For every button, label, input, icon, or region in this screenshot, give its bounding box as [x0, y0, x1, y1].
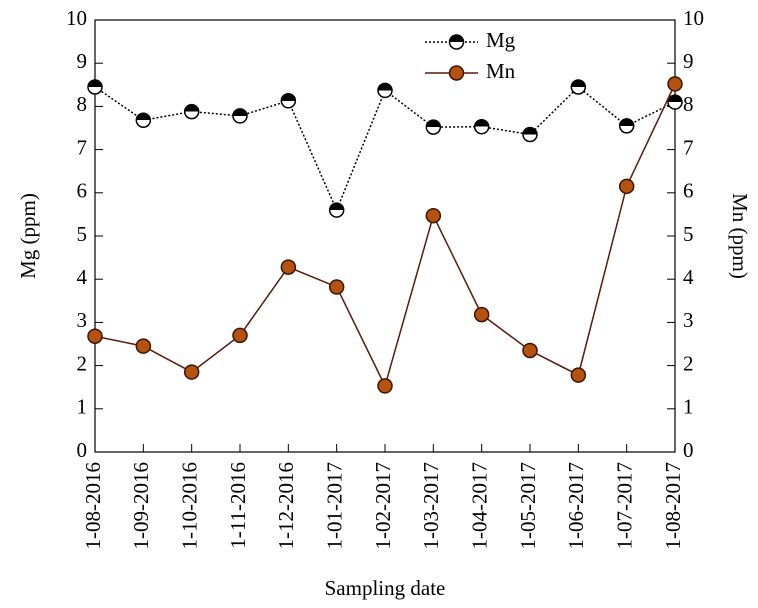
data-point	[135, 112, 152, 128]
data-point	[183, 364, 200, 380]
x-tick-label: 1-08-2016	[81, 462, 105, 550]
y-tick-label: 4	[77, 265, 88, 289]
x-tick-label: 1-11-2016	[226, 462, 250, 549]
y-tick-label: 9	[77, 49, 88, 73]
x-tick-label: 1-03-2017	[419, 462, 443, 549]
x-axis-title: Sampling date	[325, 576, 446, 600]
x-tick-label: 1-02-2017	[371, 462, 395, 550]
data-point	[183, 103, 200, 120]
data-point	[328, 279, 345, 295]
legend-marker	[448, 34, 465, 50]
y2-tick-label: 5	[683, 222, 694, 246]
y2-tick-label: 10	[683, 6, 704, 30]
y2-tick-label: 4	[683, 265, 694, 289]
data-point	[377, 378, 393, 394]
data-point	[522, 126, 538, 143]
y2-tick-label: 7	[683, 135, 694, 159]
data-point	[667, 94, 683, 110]
data-point	[570, 79, 587, 95]
y-tick-label: 8	[77, 92, 88, 116]
x-tick-label: 1-04-2017	[467, 462, 491, 550]
data-point	[328, 202, 345, 218]
y2-tick-label: 2	[683, 351, 694, 375]
y-tick-label: 7	[77, 135, 88, 159]
legend-label: Mn	[486, 59, 516, 83]
x-tick-label: 1-09-2016	[129, 462, 153, 550]
x-tick-label: 1-07-2017	[612, 462, 636, 550]
data-point	[570, 367, 587, 383]
y-tick-label: 2	[77, 351, 88, 375]
x-tick-label: 1-05-2017	[516, 462, 540, 550]
data-point	[618, 118, 635, 134]
data-point	[87, 328, 103, 344]
data-point	[667, 76, 683, 92]
series-line	[94, 83, 676, 388]
y2-tick-label: 0	[683, 438, 694, 462]
y-tick-label: 10	[66, 6, 87, 30]
y-tick-label: 1	[77, 395, 88, 419]
y2-axis-title: Mn (ppm)	[728, 193, 752, 279]
data-point	[425, 207, 442, 224]
x-tick-label: 1-12-2016	[274, 462, 298, 550]
data-point	[135, 338, 152, 354]
data-point	[280, 259, 297, 275]
legend-label: Mg	[486, 28, 516, 52]
data-point	[522, 342, 538, 359]
data-point	[473, 118, 490, 135]
y2-tick-label: 6	[683, 179, 694, 203]
data-point	[473, 306, 490, 323]
x-tick-label: 1-10-2016	[177, 462, 201, 550]
x-tick-label: 1-08-2017	[661, 462, 685, 550]
y-tick-label: 0	[77, 438, 88, 462]
data-point	[377, 82, 393, 99]
y-axis-title: Mg (ppm)	[16, 193, 40, 279]
data-point	[232, 108, 248, 124]
y2-tick-label: 3	[683, 308, 694, 332]
series-line	[94, 85, 676, 213]
y-tick-label: 3	[77, 308, 88, 332]
data-point	[280, 93, 297, 109]
y-tick-label: 6	[77, 179, 88, 203]
x-tick-label: 1-01-2017	[322, 462, 346, 550]
data-point	[87, 79, 103, 95]
legend-marker	[448, 65, 465, 81]
y2-tick-label: 8	[683, 92, 694, 116]
x-tick-label: 1-06-2017	[564, 462, 588, 550]
y-tick-label: 5	[77, 222, 88, 246]
data-point	[232, 327, 248, 344]
data-point	[425, 119, 442, 135]
data-point	[618, 178, 635, 195]
y2-tick-label: 9	[683, 49, 694, 73]
y2-tick-label: 1	[683, 395, 694, 419]
